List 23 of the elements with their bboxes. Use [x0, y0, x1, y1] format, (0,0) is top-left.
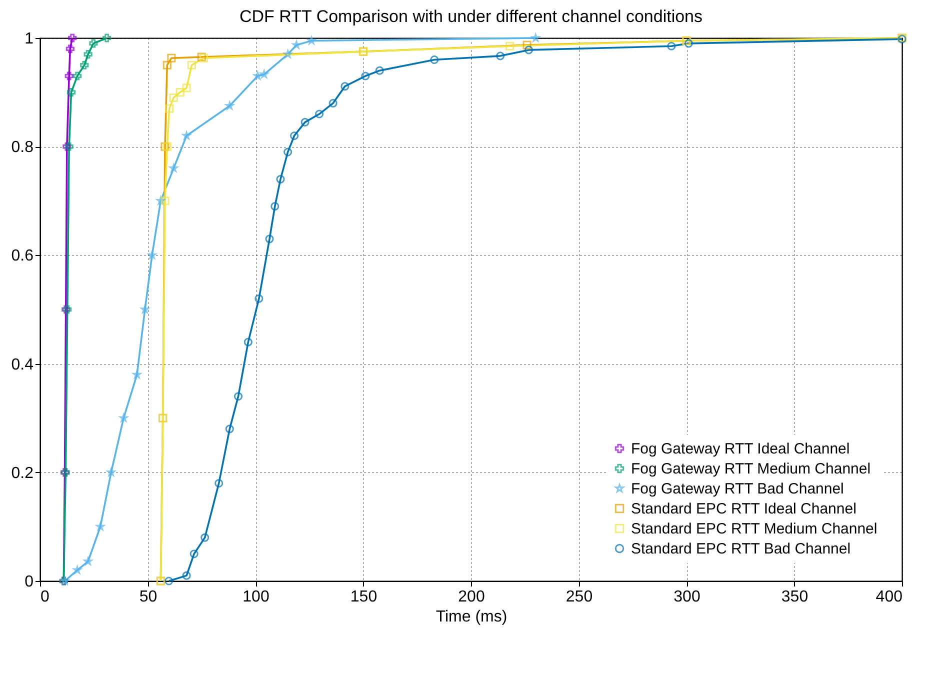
- x-tick-label: 200: [458, 588, 485, 606]
- legend-label: Standard EPC RTT Medium Channel: [631, 520, 878, 538]
- x-tick-label: 150: [350, 588, 378, 606]
- legend-label: Standard EPC RTT Bad Channel: [631, 540, 851, 558]
- x-tick-label: 0: [40, 588, 50, 606]
- x-tick-label: 350: [781, 588, 808, 606]
- x-axis-title: Time (ms): [436, 608, 508, 626]
- y-tick-label: 0: [24, 574, 34, 590]
- x-tick-label: 300: [674, 588, 700, 606]
- legend-label: Fog Gateway RTT Medium Channel: [631, 460, 871, 478]
- chart-title: CDF RTT Comparison with under different channel conditions: [239, 7, 703, 26]
- y-tick-label: 0.6: [11, 248, 34, 265]
- y-tick-label: 0.4: [11, 356, 34, 374]
- legend-label: Standard EPC RTT Ideal Channel: [631, 500, 856, 518]
- y-tick-label: 1: [24, 30, 34, 48]
- y-tick-label: 0.8: [11, 139, 34, 156]
- legend-label: Fog Gateway RTT Ideal Channel: [631, 440, 850, 458]
- x-tick-label: 250: [566, 588, 593, 606]
- x-tick-label: 100: [242, 588, 270, 606]
- legend-label: Fog Gateway RTT Bad Channel: [631, 480, 844, 498]
- x-tick-label: 400: [876, 588, 903, 606]
- y-tick-label: 0.2: [11, 464, 34, 482]
- x-tick-label: 50: [139, 588, 158, 606]
